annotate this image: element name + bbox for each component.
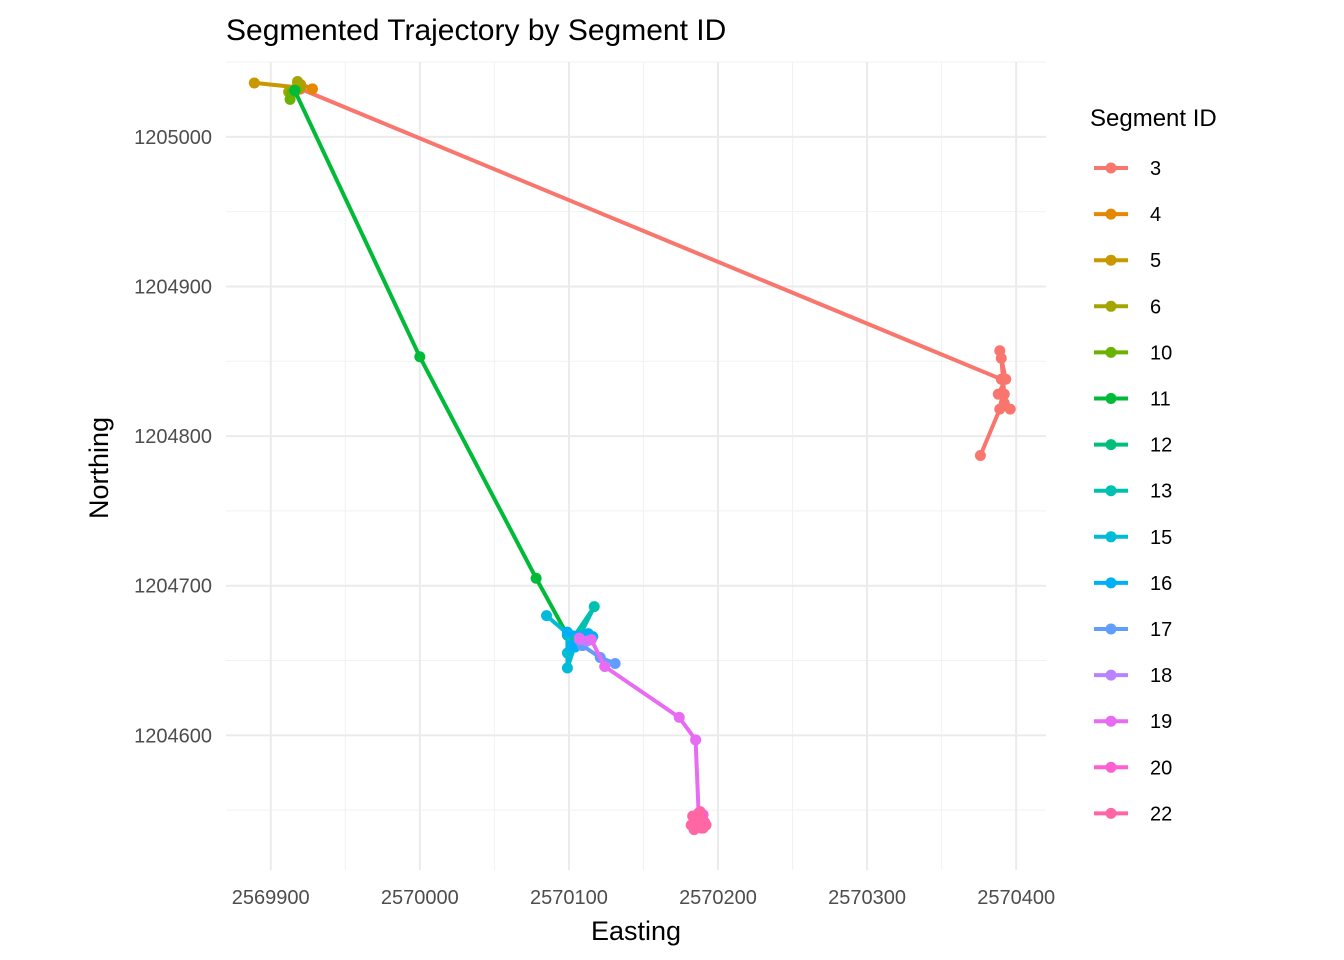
x-tick-label: 2570100 <box>530 887 608 909</box>
series-layer <box>248 75 1016 836</box>
legend-key-point <box>1105 761 1117 773</box>
chart-title: Segmented Trajectory by Segment ID <box>226 14 726 47</box>
x-tick-label: 2569900 <box>232 887 310 909</box>
legend-key-point <box>1105 669 1117 681</box>
legend-label: 12 <box>1150 435 1172 457</box>
data-point <box>992 388 1004 400</box>
legend: 3 4 5 6 10 11 12 13 15 16 17 18 19 20 22 <box>1094 158 1172 825</box>
grid <box>226 61 1046 870</box>
legend-label: 13 <box>1150 481 1172 503</box>
x-tick-label: 2570200 <box>679 887 757 909</box>
y-axis-ticks: 1204600 1204700 1204800 1204900 1205000 <box>134 127 212 748</box>
legend-label: 20 <box>1150 757 1172 779</box>
x-tick-label: 2570000 <box>381 887 459 909</box>
legend-item-5: 5 <box>1094 250 1161 272</box>
legend-item-16: 16 <box>1094 573 1172 595</box>
legend-key-point <box>1105 162 1117 174</box>
legend-label: 16 <box>1150 573 1172 595</box>
y-tick-label: 1204800 <box>134 426 212 448</box>
data-point <box>1000 373 1012 385</box>
legend-key-point <box>1105 715 1117 727</box>
data-point <box>691 818 703 830</box>
legend-key-point <box>1105 393 1117 404</box>
legend-item-4: 4 <box>1094 204 1161 226</box>
legend-item-10: 10 <box>1094 342 1172 364</box>
x-tick-label: 2570400 <box>977 887 1055 909</box>
legend-key-point <box>1105 254 1117 266</box>
legend-item-11: 11 <box>1094 389 1171 411</box>
series-3 <box>295 83 1016 462</box>
data-point <box>248 77 260 89</box>
data-point <box>1004 403 1016 415</box>
legend-label: 10 <box>1150 342 1172 364</box>
legend-title: Segment ID <box>1090 105 1217 132</box>
legend-item-19: 19 <box>1094 711 1172 733</box>
legend-key-point <box>1105 485 1117 497</box>
data-point <box>585 634 597 646</box>
data-point <box>541 610 553 622</box>
legend-label: 11 <box>1150 389 1171 411</box>
legend-label: 18 <box>1150 665 1172 687</box>
data-point <box>289 84 301 96</box>
y-axis-title: Northing <box>84 417 114 519</box>
legend-label: 6 <box>1150 296 1161 318</box>
x-tick-label: 2570300 <box>828 887 906 909</box>
data-point <box>530 572 542 584</box>
legend-item-18: 18 <box>1094 665 1172 687</box>
y-tick-label: 1205000 <box>134 127 212 149</box>
legend-key-point <box>1105 208 1117 220</box>
data-point <box>974 450 986 462</box>
legend-label: 22 <box>1150 803 1172 825</box>
series-22 <box>685 806 712 836</box>
x-axis-ticks: 2569900 2570000 2570100 2570200 2570300 25704… <box>232 887 1055 909</box>
legend-item-13: 13 <box>1094 481 1172 503</box>
series-line <box>292 88 570 638</box>
x-axis-title: Easting <box>591 916 681 946</box>
legend-item-12: 12 <box>1094 435 1172 457</box>
legend-item-20: 20 <box>1094 757 1172 779</box>
data-point <box>994 403 1006 415</box>
data-point <box>573 632 585 644</box>
legend-label: 17 <box>1150 619 1172 641</box>
legend-key-point <box>1105 531 1117 543</box>
legend-label: 5 <box>1150 250 1161 272</box>
legend-label: 15 <box>1150 527 1172 549</box>
legend-label: 19 <box>1150 711 1172 733</box>
data-point <box>561 626 573 638</box>
y-tick-label: 1204900 <box>134 276 212 298</box>
data-point <box>690 734 702 746</box>
legend-label: 4 <box>1150 204 1161 226</box>
legend-item-6: 6 <box>1094 296 1161 318</box>
data-point <box>994 345 1006 357</box>
legend-item-17: 17 <box>1094 619 1172 641</box>
legend-item-15: 15 <box>1094 527 1172 549</box>
data-point <box>609 658 621 670</box>
series-line <box>252 80 300 90</box>
legend-label: 3 <box>1150 158 1161 180</box>
data-point <box>588 601 600 613</box>
data-point <box>561 662 573 674</box>
data-point <box>673 711 685 723</box>
data-point <box>306 83 318 95</box>
legend-key-point <box>1105 300 1117 312</box>
legend-key-point <box>1105 623 1117 635</box>
legend-item-22: 22 <box>1094 803 1172 825</box>
legend-key-point <box>1105 577 1117 589</box>
y-tick-label: 1204600 <box>134 725 212 747</box>
data-point <box>599 661 611 673</box>
y-tick-label: 1204700 <box>134 576 212 598</box>
legend-item-3: 3 <box>1094 158 1161 180</box>
legend-key-point <box>1105 807 1117 819</box>
legend-key-point <box>1105 346 1117 358</box>
data-point <box>414 351 426 363</box>
legend-key-point <box>1105 439 1117 451</box>
